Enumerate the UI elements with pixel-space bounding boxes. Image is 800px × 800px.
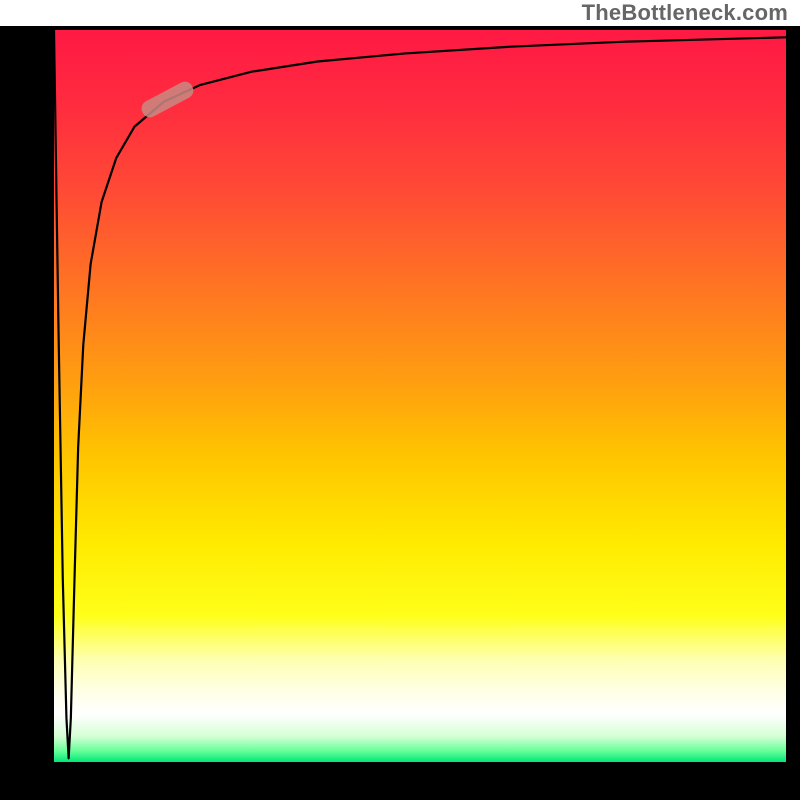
chart-svg — [0, 0, 800, 800]
watermark-text: TheBottleneck.com — [582, 0, 788, 26]
plot-gradient-bg — [54, 30, 786, 762]
axis-border-bottom — [0, 762, 800, 800]
axis-border-top — [0, 26, 800, 30]
axis-border-right — [786, 30, 800, 762]
axis-border-left — [0, 30, 54, 800]
